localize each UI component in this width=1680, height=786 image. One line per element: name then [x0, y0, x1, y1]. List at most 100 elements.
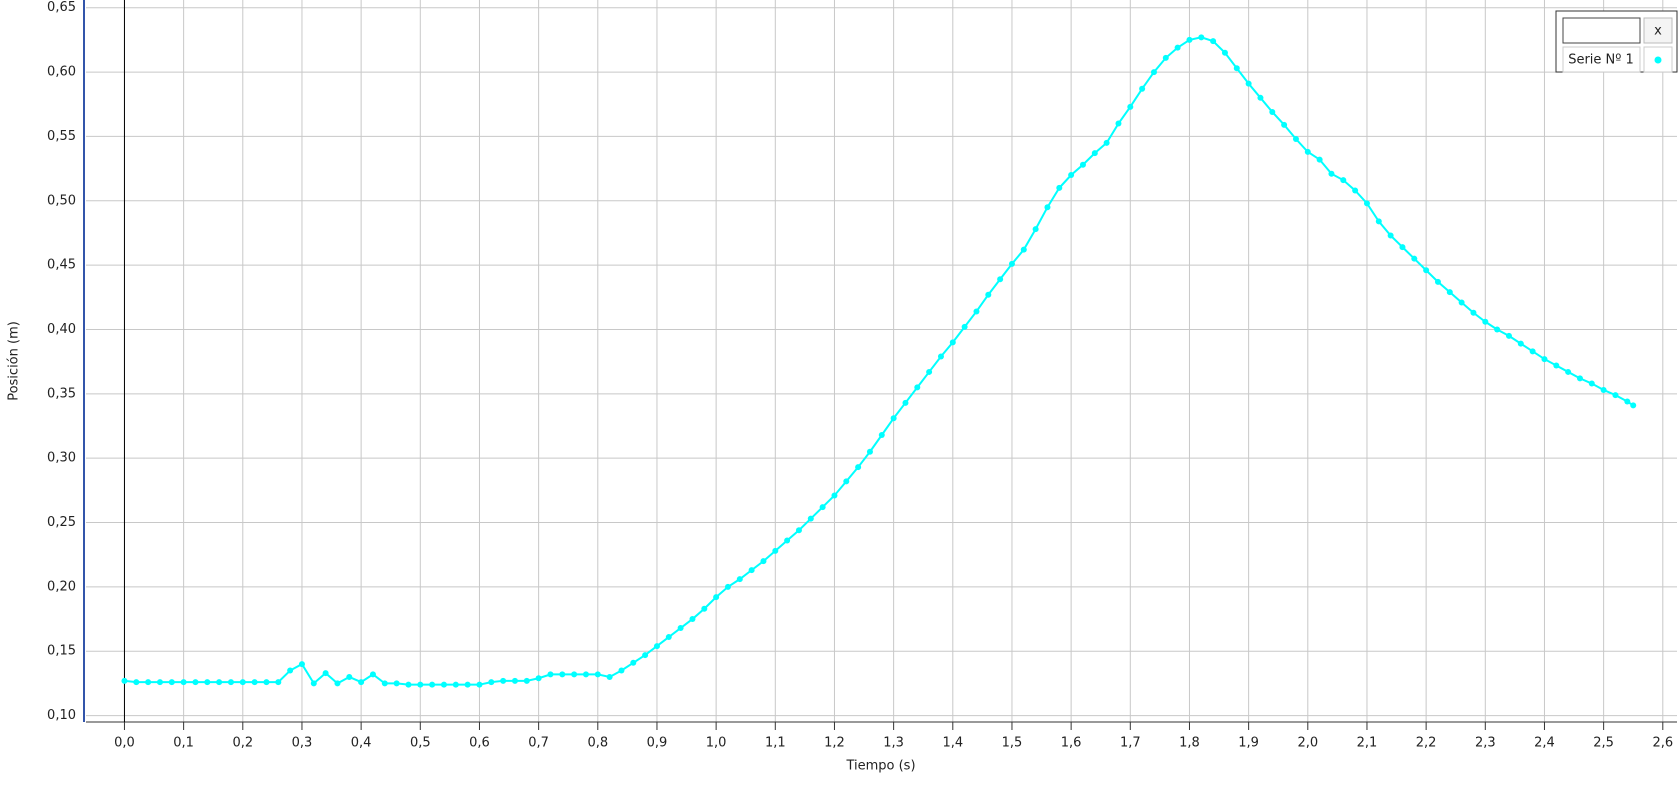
legend-input[interactable] [1562, 17, 1641, 44]
y-tick-label: 0,45 [47, 258, 76, 273]
data-point [405, 681, 412, 688]
x-tick-label: 0,6 [469, 736, 490, 751]
data-point [665, 634, 672, 641]
data-point [239, 679, 246, 686]
data-point [949, 339, 956, 346]
x-tick-label: 2,1 [1357, 736, 1378, 751]
x-tick-label: 2,5 [1593, 736, 1614, 751]
x-tick-label: 0,0 [114, 736, 135, 751]
data-point [1446, 289, 1453, 296]
data-point [310, 680, 317, 687]
x-tick-label: 0,7 [528, 736, 549, 751]
x-tick-label: 0,3 [292, 736, 313, 751]
x-axis-title: Tiempo (s) [845, 759, 915, 774]
data-point [1541, 356, 1548, 363]
legend-close-button[interactable] [1643, 17, 1673, 44]
data-point [1304, 148, 1311, 155]
y-tick-label: 0,55 [47, 129, 76, 144]
data-point [1612, 392, 1619, 399]
x-tick-label: 1,1 [765, 736, 786, 751]
data-point [890, 415, 897, 422]
x-tick-label: 2,3 [1475, 736, 1496, 751]
data-point [369, 671, 376, 678]
data-point [1624, 398, 1631, 405]
legend-entry-box [1562, 46, 1641, 73]
y-tick-label: 0,60 [47, 65, 76, 80]
data-point [1505, 332, 1512, 339]
data-point [760, 558, 767, 565]
legend-close-label[interactable]: x [1654, 24, 1662, 39]
data-point [346, 673, 353, 680]
data-point [1068, 172, 1075, 179]
data-point [937, 353, 944, 360]
data-point [807, 515, 814, 522]
data-point [393, 680, 400, 687]
data-point [358, 679, 365, 686]
data-point [1186, 36, 1193, 43]
data-point [168, 679, 175, 686]
data-point [618, 667, 625, 674]
data-point [1529, 348, 1536, 355]
data-point [713, 594, 720, 601]
data-point [1091, 150, 1098, 157]
data-point [216, 679, 223, 686]
data-point [677, 625, 684, 632]
data-point [145, 679, 152, 686]
data-point [973, 308, 980, 315]
data-point [1056, 184, 1063, 191]
data-point [1352, 187, 1359, 194]
data-point [1139, 85, 1146, 92]
x-tick-label: 2,0 [1297, 736, 1318, 751]
data-point [1423, 267, 1430, 274]
data-point [866, 448, 873, 455]
x-tick-label: 1,2 [824, 736, 845, 751]
y-tick-label: 0,40 [47, 322, 76, 337]
data-point [1470, 309, 1477, 316]
y-tick-label: 0,10 [47, 708, 76, 723]
data-point [192, 679, 199, 686]
data-point [1553, 362, 1560, 369]
data-point [464, 681, 471, 688]
axes: 0,10 0,15 0,20 0,25 0,30 0,35 0,40 0,45 0,50 0,55… [47, 0, 1677, 751]
data-point [429, 681, 436, 688]
x-tick-label: 2,2 [1416, 736, 1437, 751]
data-point [582, 671, 589, 678]
data-point [511, 677, 518, 684]
data-point [121, 677, 128, 684]
data-point [1328, 170, 1335, 177]
data-point [133, 679, 140, 686]
data-point [642, 652, 649, 659]
data-point [287, 667, 294, 674]
data-point [1576, 375, 1583, 382]
y-axis-title: Posición (m) [7, 321, 22, 401]
x-tick-label: 2,6 [1652, 736, 1673, 751]
x-tick-label: 1,9 [1238, 736, 1259, 751]
data-point [724, 583, 731, 590]
x-tick-label: 1,7 [1120, 736, 1141, 751]
x-tick-label: 1,3 [883, 736, 904, 751]
data-point [772, 547, 779, 554]
y-tick-label: 0,25 [47, 515, 76, 530]
y-tick-label: 0,35 [47, 386, 76, 401]
x-tick-label: 1,4 [942, 736, 963, 751]
data-point [263, 679, 270, 686]
data-point [1257, 94, 1264, 101]
data-point [1150, 69, 1157, 76]
data-point [1198, 34, 1205, 41]
data-point [902, 399, 909, 406]
data-point [1269, 108, 1276, 115]
data-point [1363, 200, 1370, 207]
data-point [653, 643, 660, 650]
data-point [926, 368, 933, 375]
data-point [488, 679, 495, 686]
data-point [476, 681, 483, 688]
data-point [914, 384, 921, 391]
data-point [1375, 218, 1382, 225]
data-point [736, 576, 743, 583]
data-point [1588, 380, 1595, 387]
data-point [559, 671, 566, 678]
legend-marker [1654, 56, 1662, 64]
data-point [1162, 54, 1169, 61]
legend-label: Serie Nº 1 [1568, 53, 1634, 68]
data-point [523, 677, 530, 684]
